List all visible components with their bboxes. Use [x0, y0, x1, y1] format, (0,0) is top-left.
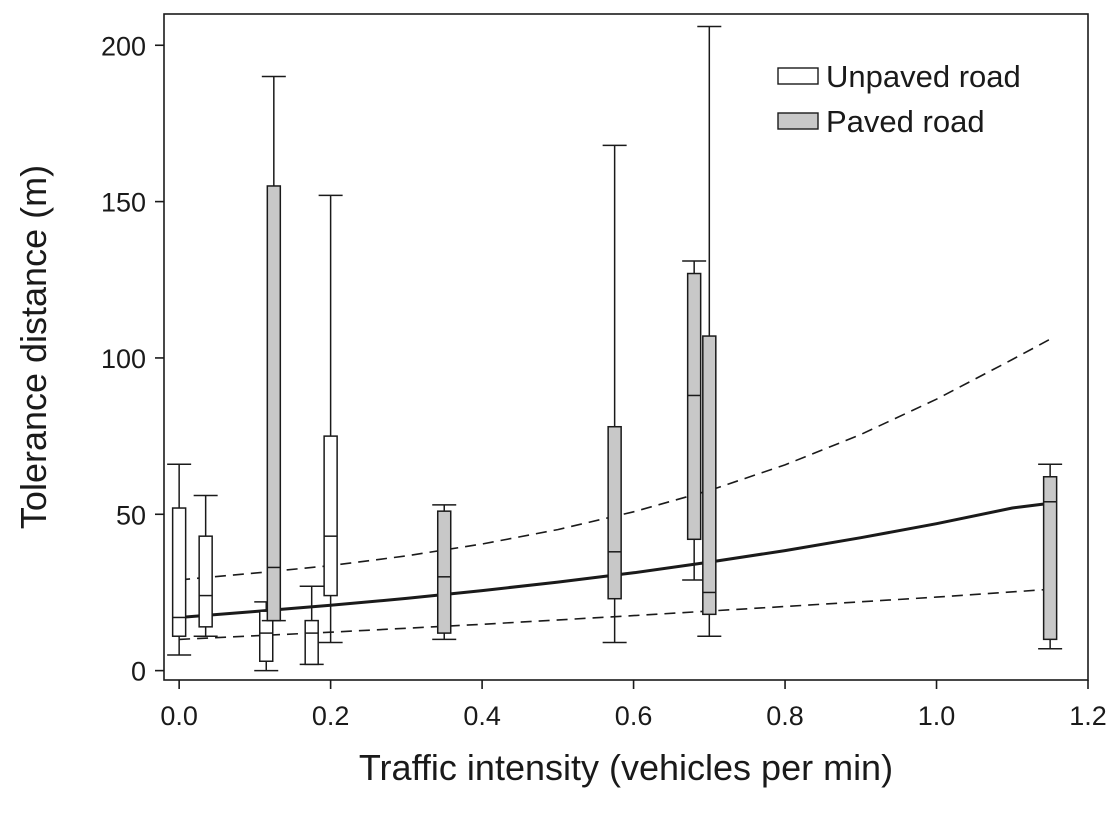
legend-label-paved: Paved road — [826, 104, 985, 139]
y-tick-label: 0 — [131, 657, 146, 687]
y-axis: 0 50 100 150 200 — [101, 31, 164, 687]
iqr-box — [1042, 476, 1058, 641]
box-unpaved-road — [167, 463, 192, 656]
box-unpaved-road — [193, 494, 218, 637]
iqr-box — [607, 425, 622, 600]
x-tick-label: 0.8 — [766, 701, 804, 731]
iqr-box — [304, 619, 319, 666]
box-plots — [167, 25, 1063, 672]
x-axis: 0.0 0.2 0.4 0.6 0.8 1.0 1.2 — [160, 680, 1107, 731]
iqr-box — [171, 507, 187, 637]
box-paved-road — [432, 504, 457, 641]
x-tick-label: 0.0 — [160, 701, 198, 731]
box-unpaved-road — [318, 194, 343, 644]
box-paved-road — [261, 75, 286, 622]
x-tick-label: 0.2 — [312, 701, 350, 731]
box-unpaved-road — [254, 601, 279, 672]
x-tick-label: 1.0 — [918, 701, 956, 731]
y-tick-label: 200 — [101, 31, 146, 61]
iqr-box — [266, 185, 282, 622]
box-paved-road — [1038, 463, 1063, 650]
y-tick-label: 150 — [101, 188, 146, 218]
plot-frame — [163, 13, 1089, 681]
y-tick-label: 100 — [101, 344, 146, 374]
iqr-box — [258, 610, 274, 662]
legend: Unpaved road Paved road — [777, 59, 1021, 139]
x-tick-label: 0.4 — [463, 701, 501, 731]
y-axis-label: Tolerance distance (m) — [13, 165, 54, 529]
box-paved-road — [602, 144, 627, 644]
iqr-box — [323, 435, 338, 597]
iqr-box — [686, 272, 702, 541]
iqr-box — [436, 510, 452, 634]
y-tick-label: 50 — [116, 500, 146, 530]
x-axis-label: Traffic intensity (vehicles per min) — [359, 747, 893, 788]
box-unpaved-road — [299, 585, 324, 666]
legend-label-unpaved: Unpaved road — [826, 59, 1021, 94]
iqr-box — [702, 335, 717, 616]
iqr-box — [198, 535, 213, 628]
legend-item-unpaved: Unpaved road — [777, 59, 1021, 94]
legend-swatch-paved — [777, 112, 819, 130]
legend-item-paved: Paved road — [777, 104, 985, 139]
x-tick-label: 0.6 — [615, 701, 653, 731]
x-tick-label: 1.2 — [1069, 701, 1107, 731]
legend-swatch-unpaved — [777, 67, 819, 85]
box-paved-road — [697, 25, 722, 637]
